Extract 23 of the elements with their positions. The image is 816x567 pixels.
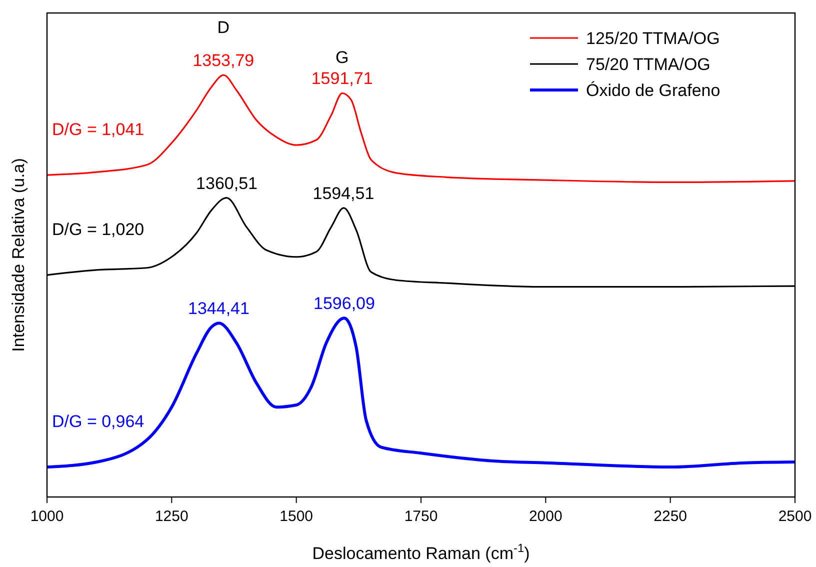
annotation: 1591,71: [311, 69, 373, 88]
x-tick-label: 2250: [654, 508, 688, 525]
x-axis-title: Deslocamento Raman (cm$^{-1}$): [312, 541, 530, 563]
legend-label: 75/20 TTMA/OG: [586, 55, 710, 74]
legend-label: 125/20 TTMA/OG: [586, 29, 720, 48]
text: D: [217, 18, 230, 38]
x-tick-label: 1250: [154, 508, 188, 525]
y-axis-title: Intensidade Relativa (u.a): [9, 158, 28, 352]
x-tick-label: 1750: [404, 508, 438, 525]
annotation: 1596,09: [314, 294, 375, 314]
annotation: D/G = 0,964: [52, 412, 144, 432]
text: G: [335, 48, 349, 68]
x-tick-label: 1000: [30, 508, 64, 525]
legend-label: Óxido de Grafeno: [586, 81, 720, 100]
annotation: 1344,41: [188, 299, 250, 318]
annotation: 1353,79: [192, 51, 254, 70]
x-tick-label: 2000: [528, 508, 562, 525]
x-tick-label: 2500: [778, 508, 812, 525]
annotation: D/G = 1,020: [52, 220, 144, 240]
annotation: D/G = 1,041: [52, 120, 144, 140]
annotation: 1594,51: [312, 184, 374, 203]
x-tick-label: 1500: [280, 508, 314, 525]
annotation: 1360,51: [196, 174, 258, 193]
